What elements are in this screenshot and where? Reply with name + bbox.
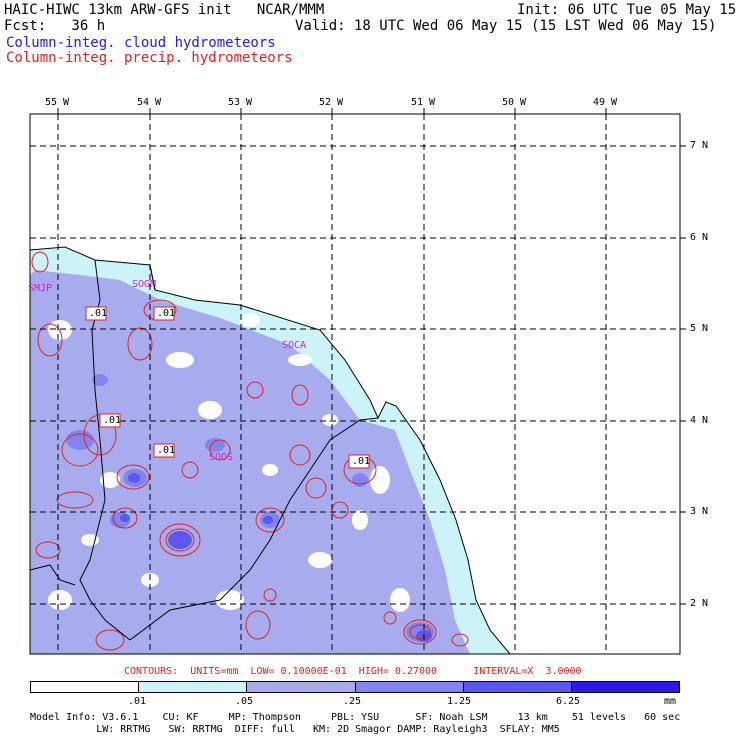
lon-label: 52 W	[319, 97, 344, 108]
station-label: SOOS	[209, 452, 234, 463]
lon-label: 50 W	[502, 97, 527, 108]
contour-label: .01	[103, 415, 122, 426]
model-info-line1: Model Info: V3.6.1 CU: KF MP: Thompson P…	[30, 712, 681, 723]
colorbar-segment	[463, 682, 572, 692]
lat-lon-grid	[30, 114, 680, 654]
station-label: SMJP	[28, 283, 53, 294]
contour-label-boxes	[85, 306, 370, 469]
colorbar-label: 6.25	[556, 696, 581, 707]
lon-label: 49 W	[593, 97, 618, 108]
colorbar-segment	[355, 682, 464, 692]
station-label: SOGM	[132, 279, 157, 290]
colorbar-segment	[247, 682, 356, 692]
forecast-hour: Fcst: 36 h	[4, 18, 106, 34]
lat-label: 5 N	[690, 323, 709, 334]
contour-label: .01	[157, 308, 176, 319]
valid-time: Valid: 18 UTC Wed 06 May 15 (15 LST Wed …	[295, 18, 717, 34]
contour-label: .01	[352, 456, 371, 467]
colorbar-units: mm	[664, 696, 677, 707]
colorbar-label: 1.25	[447, 696, 472, 707]
contour-label: .01	[157, 445, 176, 456]
colorbar	[30, 681, 680, 693]
lon-label: 51 W	[411, 97, 436, 108]
colorbar-segment	[571, 682, 680, 692]
contour-label: .01	[89, 308, 108, 319]
model-title: HAIC-HIWC 13km ARW-GFS init NCAR/MMM	[4, 2, 325, 18]
lon-label: 55 W	[45, 97, 70, 108]
map-frame	[29, 113, 681, 655]
station-label: SOCA	[282, 340, 307, 351]
model-info-line2: LW: RRTMG SW: RRTMG DIFF: full KM: 2D Sm…	[30, 724, 560, 735]
lat-label: 4 N	[690, 415, 709, 426]
lon-label: 53 W	[228, 97, 253, 108]
colorbar-label: .05	[235, 696, 254, 707]
lat-label: 6 N	[690, 232, 709, 243]
lat-label: 3 N	[690, 506, 709, 517]
colorbar-label: .25	[343, 696, 362, 707]
precip-contours	[31, 251, 469, 651]
lat-label: 7 N	[690, 140, 709, 151]
axis-ticks	[57, 108, 686, 605]
colorbar-segment	[139, 682, 248, 692]
colorbar-segment	[31, 682, 140, 692]
lon-label: 54 W	[137, 97, 162, 108]
colorbar-label: .01	[128, 696, 147, 707]
field-precip-label: Column-integ. precip. hydrometeors	[6, 50, 293, 66]
contour-info: CONTOURS: UNITS=mm LOW= 0.10000E-01 HIGH…	[124, 666, 582, 677]
init-time: Init: 06 UTC Tue 05 May 15	[517, 2, 737, 18]
lat-label: 2 N	[690, 598, 709, 609]
field-cloud-label: Column-integ. cloud hydrometeors	[6, 35, 276, 51]
